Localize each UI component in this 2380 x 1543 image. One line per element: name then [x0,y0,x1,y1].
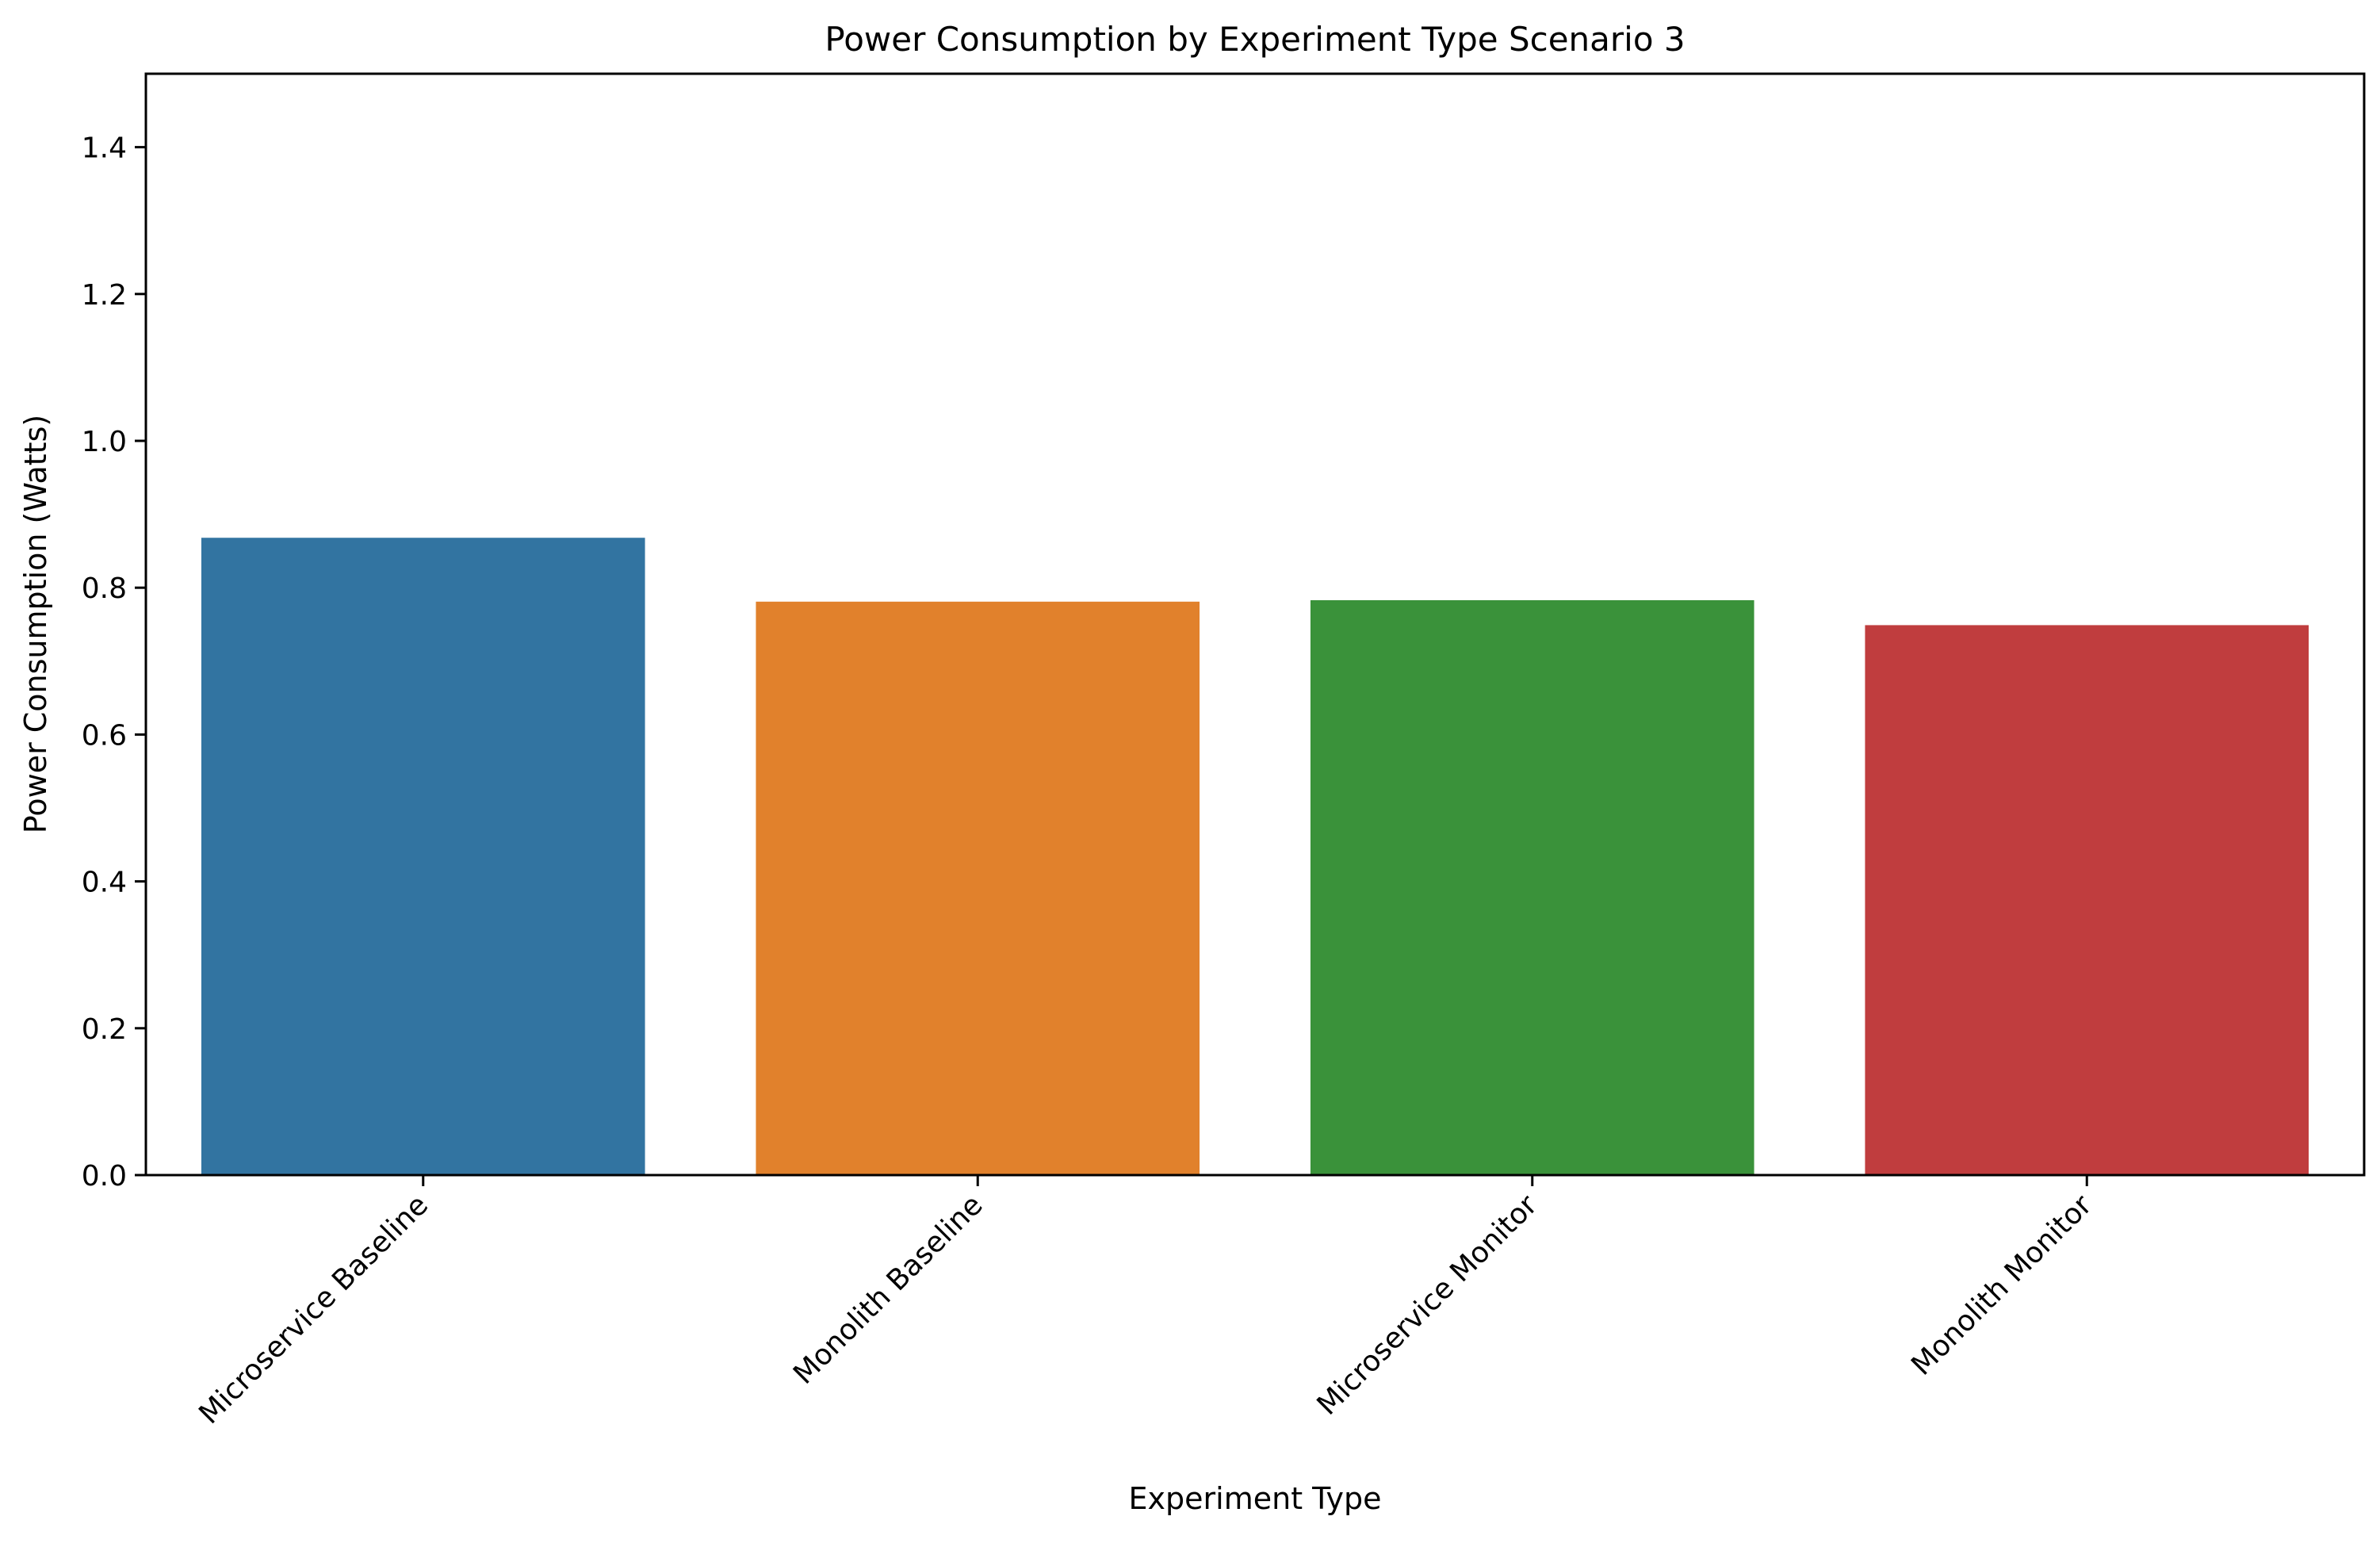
bar-monolith-baseline [756,601,1200,1175]
y-tick-label: 0.2 [82,1013,127,1046]
bar-microservice-baseline [201,538,645,1175]
y-tick-label: 0.8 [82,572,127,605]
y-tick-label: 1.0 [82,426,127,458]
chart-title: Power Consumption by Experiment Type Sce… [825,20,1685,59]
y-tick-label: 0.4 [82,867,127,899]
bar-microservice-monitor [1310,599,1754,1175]
bars-layer [201,538,2309,1175]
plot-area-frame [144,72,2366,1177]
y-axis-label: Power Consumption (Watts) [18,415,53,833]
y-tick-label: 1.4 [82,132,127,165]
y-axis-ticks: 0.0 0.2 0.4 0.6 0.8 1.0 1.2 1.4 [82,132,146,1193]
y-tick-label: 0.0 [82,1160,127,1193]
y-tick-label: 1.2 [82,279,127,312]
x-axis-label: Experiment Type [1129,1481,1382,1516]
bar-monolith-monitor [1865,625,2309,1175]
y-tick-label: 0.6 [82,719,127,752]
